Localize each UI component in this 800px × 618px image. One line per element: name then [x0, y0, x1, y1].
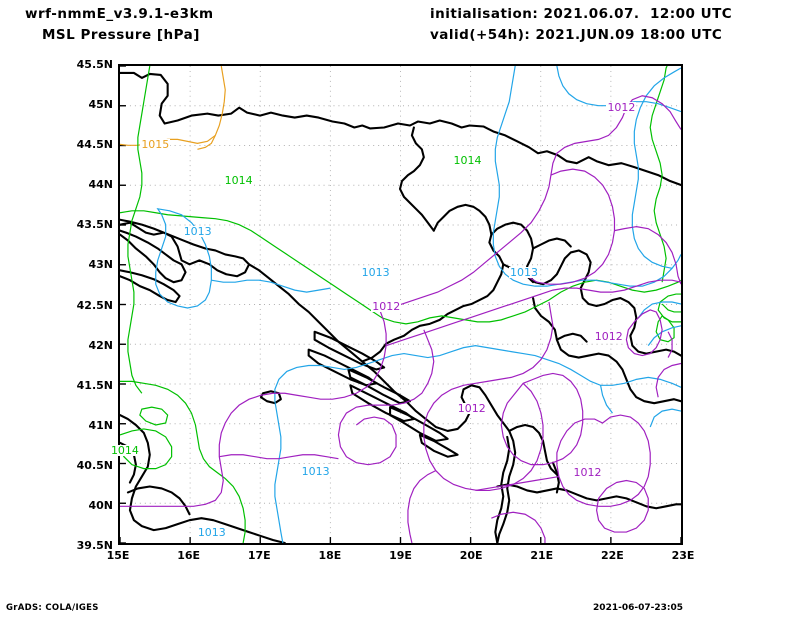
x-axis-tick-label: 15E: [106, 549, 130, 562]
contour-1012: [120, 95, 681, 543]
y-axis-tick-label: 39.5N: [76, 539, 113, 552]
x-axis-tick-label: 18E: [318, 549, 342, 562]
contour-value-label: 1012: [593, 329, 624, 343]
grads-credit: GrADS: COLA/IGES: [6, 603, 99, 613]
contour-value-label: 1013: [508, 265, 539, 279]
field-title: MSL Pressure [hPa]: [42, 27, 200, 43]
contour-label-layer: 1015 1014 1014 1014 1013 1013 1013 1013 1013 1012…: [109, 66, 681, 543]
y-axis-tick-label: 45N: [88, 98, 113, 112]
contour-value-label: 1013: [182, 224, 213, 238]
contour-value-label: 1012: [371, 299, 402, 313]
x-axis-tick-label: 17E: [247, 549, 271, 562]
contour-value-label: 1014: [109, 443, 140, 457]
model-title: wrf-nmmE_v3.9.1-e3km: [25, 6, 214, 22]
contour-value-label: 1013: [196, 526, 227, 540]
contour-1013: [155, 66, 681, 543]
map-plot-area[interactable]: 1015 1014 1014 1014 1013 1013 1013 1013 1013 1012…: [109, 64, 683, 545]
y-axis-tick-label: 43.5N: [76, 218, 113, 232]
y-axis-tick-label: 45.5N: [76, 58, 113, 71]
x-axis-tick-label: 23E: [671, 549, 695, 562]
y-axis-tick-label: 43N: [88, 258, 113, 272]
y-axis-tick-label: 44.5N: [76, 138, 113, 152]
initialisation-time: initialisation: 2021.06.07. 12:00 UTC: [430, 6, 733, 22]
contour-value-label: 1012: [572, 466, 603, 480]
valid-time: valid(+54h): 2021.JUN.09 18:00 UTC: [430, 27, 723, 43]
x-axis-tick-label: 21E: [530, 549, 554, 562]
x-axis-tick-label: 20E: [459, 549, 483, 562]
coastline-border-layer: [120, 71, 681, 543]
y-axis-tick-label: 41N: [88, 418, 113, 432]
contour-value-label: 1014: [223, 173, 254, 187]
y-axis-tick-label: 42N: [88, 338, 113, 352]
y-axis-tick-label: 40.5N: [76, 458, 113, 472]
contour-value-label: 1015: [140, 137, 171, 151]
contour-value-label: 1012: [456, 402, 487, 416]
contour-value-label: 1014: [452, 153, 483, 167]
y-axis-tick-label: 44N: [88, 178, 113, 192]
y-axis-tick-label: 40N: [88, 498, 113, 512]
x-axis-tick-label: 19E: [389, 549, 412, 562]
contour-value-label: 1012: [606, 100, 637, 114]
render-timestamp: 2021-06-07-23:05: [593, 603, 683, 613]
y-axis-tick-label: 42.5N: [76, 298, 113, 312]
contour-value-label: 1013: [300, 465, 331, 479]
pressure-contour-layer: [120, 66, 681, 543]
y-axis-tick-label: 41.5N: [76, 378, 113, 392]
x-axis-tick-label: 22E: [600, 549, 624, 562]
contour-value-label: 1013: [360, 265, 391, 279]
x-axis-tick-label: 16E: [177, 549, 201, 562]
